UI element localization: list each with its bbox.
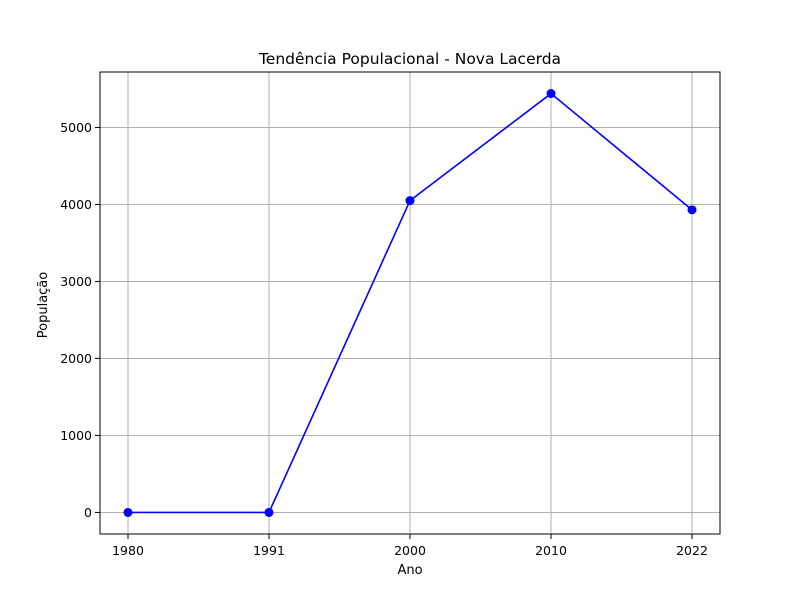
y-tick-label: 1000: [60, 428, 92, 443]
y-tick-label: 0: [84, 505, 92, 520]
data-point: [264, 507, 274, 517]
y-tick-label: 2000: [60, 351, 92, 366]
y-tick-label: 4000: [60, 197, 92, 212]
x-tick-label: 1991: [253, 543, 285, 558]
x-tick-label: 2000: [394, 543, 426, 558]
y-axis-label: População: [36, 272, 51, 339]
y-axis: 0 1000 2000 3000 4000 5000: [60, 120, 100, 520]
series-layer: [123, 89, 697, 517]
chart-title: Tendência Populacional - Nova Lacerda: [258, 50, 561, 68]
x-tick-label: 2022: [676, 543, 708, 558]
data-point: [123, 507, 133, 517]
data-point: [405, 196, 415, 206]
x-tick-label: 2010: [535, 543, 567, 558]
y-tick-label: 3000: [60, 274, 92, 289]
y-tick-label: 5000: [60, 120, 92, 135]
x-tick-label: 1980: [112, 543, 144, 558]
x-axis: 1980 1991 2000 2010 2022: [112, 534, 708, 558]
grid: [100, 72, 720, 534]
data-point: [687, 205, 697, 215]
data-point: [546, 89, 556, 99]
x-axis-label: Ano: [397, 563, 422, 578]
